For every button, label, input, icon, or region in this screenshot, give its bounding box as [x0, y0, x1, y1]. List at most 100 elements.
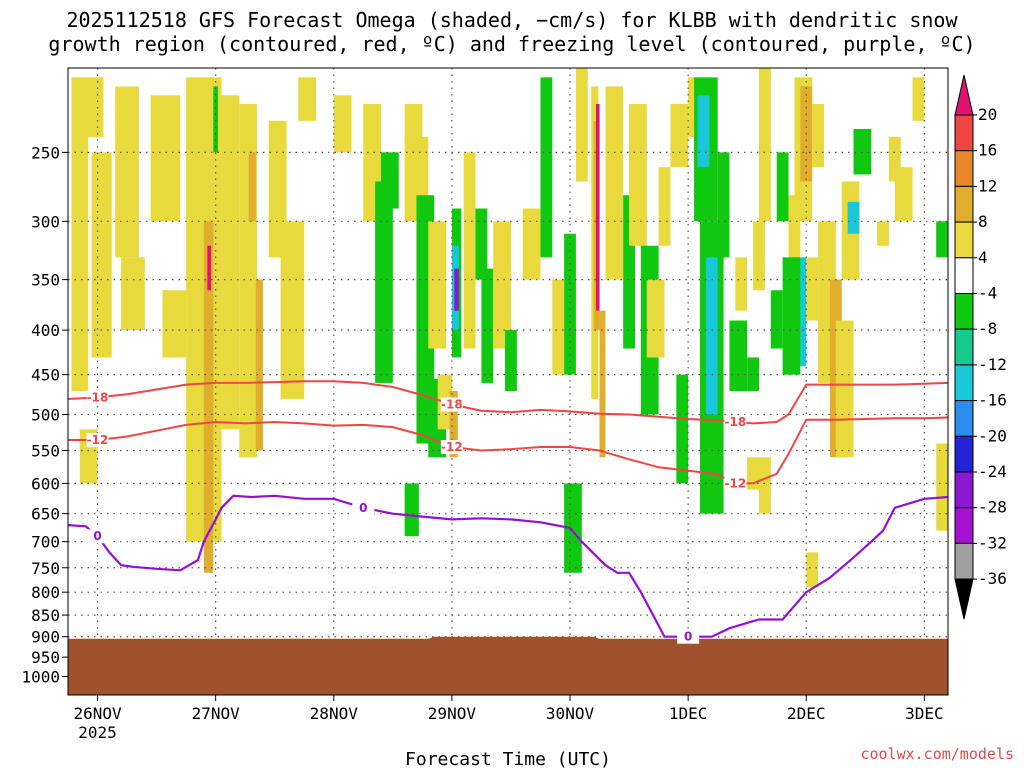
freezing_purple-label-0-1: 0 [359, 501, 367, 515]
omega-cell-38 [505, 330, 517, 392]
omega-cell-5 [150, 95, 181, 222]
colorbar-label-10: -24 [978, 462, 1007, 481]
colorbar-label-13: -36 [978, 569, 1007, 588]
omega-cell-42 [564, 233, 576, 375]
colorbar-bottom-arrow [954, 578, 974, 620]
dgz_red-label--12-1: -12 [441, 440, 463, 454]
y-tick-label-350: 350 [31, 271, 60, 290]
dgz_red-label-bg--18-1 [440, 397, 463, 412]
omega-cell-43 [564, 483, 582, 573]
x-tick-label-27NOV: 27NOV [192, 704, 241, 723]
omega-cell-6 [162, 290, 187, 358]
colorbar-label-12: -32 [978, 533, 1007, 552]
y-tick-label-500: 500 [31, 405, 60, 424]
colorbar-label-9: -20 [978, 426, 1007, 445]
y-tick-label-650: 650 [31, 505, 60, 524]
omega-cell-70 [788, 195, 801, 269]
omega-cell-1 [71, 136, 89, 392]
omega-cell-23 [375, 181, 393, 383]
colorbar-swatch-6 [954, 293, 974, 330]
omega-cell-40 [540, 77, 553, 258]
plot-area: -18 -18 -18 -12 -12 -12 0 0 0 [67, 67, 949, 696]
colorbar-swatch-7 [954, 328, 974, 366]
omega-cell-55 [670, 104, 689, 168]
colorbar-label-4: 4 [978, 248, 988, 267]
y-tick-label-750: 750 [31, 559, 60, 578]
colorbar-label-0: 20 [978, 105, 997, 124]
credit-text: coolwx.com/models [860, 745, 1014, 763]
dgz_red-label--12-0: -12 [87, 433, 109, 447]
dgz_red-label-bg--18-0 [86, 390, 109, 405]
omega-cell-47 [596, 104, 600, 311]
omega-cell-76 [812, 104, 824, 168]
freezing_purple-label-bg-0-1 [352, 500, 375, 515]
omega-cell-75 [806, 257, 819, 321]
omega-cell-19 [333, 95, 352, 153]
x-tick-sublabel-2025: 2025 [78, 723, 117, 742]
colorbar-swatch-8 [954, 364, 974, 402]
freezing_purple-label-bg-0-0 [86, 529, 109, 544]
x-tick-label-30NOV: 30NOV [546, 704, 595, 723]
colorbar-swatch-5 [954, 257, 974, 294]
y-axis-ticks: 250 300 350 400 450 500 550 600 650 700 750 800 850 9… [21, 143, 68, 687]
omega-cell-65 [747, 357, 760, 392]
y-tick-label-550: 550 [31, 442, 60, 461]
colorbar-label-5: -4 [978, 284, 997, 303]
omega-cell-54 [658, 167, 671, 246]
omega-cell-81 [847, 201, 860, 234]
y-tick-label-950: 950 [31, 648, 60, 667]
colorbar-label-6: -8 [978, 319, 997, 338]
omega-cell-18 [298, 77, 317, 121]
omega-cell-86 [912, 77, 925, 121]
colorbar-label-2: 12 [978, 176, 997, 195]
freezing_purple-label-0-0: 0 [93, 529, 101, 543]
contour-lines [67, 380, 949, 638]
omega-cell-41 [552, 279, 565, 375]
omega-shading [71, 68, 948, 588]
omega-cell-64 [735, 257, 748, 311]
freezing_purple-label-0-2: 0 [684, 630, 692, 644]
freezing_purple-label-bg-0-2 [677, 629, 700, 644]
colorbar-top-arrow [954, 74, 974, 116]
colorbar-swatch-4 [954, 221, 974, 259]
colorbar-label-3: 8 [978, 212, 988, 231]
omega-cell-35 [475, 208, 488, 280]
contour-labels: -18 -18 -18 -12 -12 -12 0 0 0 [86, 390, 747, 644]
omega-cell-30 [404, 483, 419, 537]
omega-cell-85 [894, 167, 913, 222]
omega-cell-63 [729, 320, 748, 392]
colorbar-swatch-12 [954, 507, 974, 544]
colorbar-swatch-2 [954, 150, 974, 187]
omega-cell-74 [782, 257, 801, 375]
omega-cell-89 [806, 552, 819, 588]
x-tick-label-26NOV: 26NOV [73, 704, 122, 723]
omega-cell-9 [203, 221, 214, 573]
chart-title-line2: growth region (contoured, red, ºC) and f… [48, 32, 975, 56]
omega-cell-90 [759, 457, 771, 514]
colorbar-swatch-10 [954, 435, 974, 473]
omega-cell-33 [454, 268, 459, 311]
omega-cell-3 [115, 86, 139, 258]
colorbar-label-7: -12 [978, 355, 1007, 374]
omega-cell-29 [449, 391, 458, 458]
omega-cell-37 [493, 221, 511, 349]
omega-cell-14 [248, 152, 256, 222]
colorbar-swatch-11 [954, 471, 974, 509]
omega-cell-59 [697, 95, 710, 168]
omega-cell-57 [676, 374, 689, 484]
dgz_red-label-bg--18-2 [724, 414, 747, 429]
y-tick-label-450: 450 [31, 366, 60, 385]
omega-cell-36 [481, 268, 494, 383]
omega-cell-68 [770, 290, 783, 349]
omega-cell-67 [759, 68, 771, 222]
colorbar-swatch-13 [954, 542, 974, 580]
omega-cell-87 [936, 221, 948, 258]
x-tick-label-3DEC: 3DEC [905, 704, 944, 723]
omega-cell-51 [629, 104, 647, 246]
omega-cell-2 [91, 152, 112, 358]
y-tick-label-250: 250 [31, 143, 60, 162]
omega-cell-82 [853, 128, 872, 175]
x-tick-label-29NOV: 29NOV [428, 704, 477, 723]
dgz_red-label--18-1: -18 [441, 398, 463, 412]
y-tick-label-600: 600 [31, 474, 60, 493]
